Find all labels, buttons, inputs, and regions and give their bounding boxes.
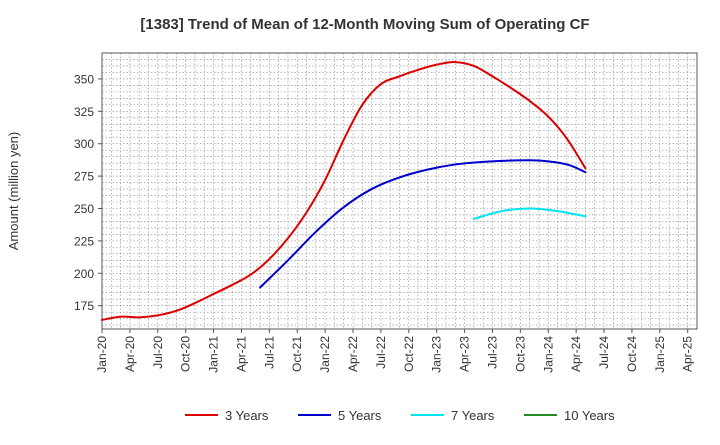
x-tick-label: Apr-24 [569, 336, 583, 372]
x-tick-label: Jan-24 [541, 336, 555, 373]
x-tick-label: Jul-20 [151, 336, 165, 369]
x-tick-label: Oct-23 [513, 336, 527, 372]
x-tick-label: Apr-23 [458, 336, 472, 372]
y-tick-label: 350 [74, 72, 94, 86]
x-tick-label: Apr-22 [346, 336, 360, 372]
x-tick-label: Apr-25 [681, 336, 695, 372]
y-tick-label: 200 [74, 267, 94, 281]
x-tick-label: Jul-24 [597, 336, 611, 369]
x-tick-label: Oct-21 [290, 336, 304, 372]
x-tick-label: Jan-25 [653, 336, 667, 373]
x-tick-label: Jan-23 [430, 336, 444, 373]
y-tick-label: 300 [74, 137, 94, 151]
x-tick-label: Jan-21 [207, 336, 221, 373]
x-tick-label: Jul-23 [485, 336, 499, 369]
x-axis-ticks: Jan-20 Apr-20 Jul-20 Oct-20 Jan-21 Apr-21 Jul-… [95, 329, 695, 373]
x-tick-label: Oct-22 [402, 336, 416, 372]
series-line-5-years [259, 159, 587, 289]
y-tick-label: 225 [74, 234, 94, 248]
series-line-3-years [101, 61, 587, 321]
y-axis-ticks: 175 200 225 250 275 300 325 350 [74, 72, 102, 313]
y-tick-label: 250 [74, 202, 94, 216]
x-tick-label: Apr-20 [123, 336, 137, 372]
legend: 3 Years 5 Years 7 Years 10 Years [185, 408, 615, 423]
legend-label-7-years: 7 Years [451, 408, 495, 423]
y-tick-label: 325 [74, 105, 94, 119]
x-tick-label: Jul-22 [374, 336, 388, 369]
x-tick-label: Apr-21 [234, 336, 248, 372]
x-tick-label: Oct-24 [625, 336, 639, 372]
y-tick-label: 175 [74, 299, 94, 313]
x-tick-label: Jan-20 [95, 336, 109, 373]
x-tick-label: Jan-22 [318, 336, 332, 373]
legend-label-3-years: 3 Years [225, 408, 269, 423]
x-tick-label: Jul-21 [262, 336, 276, 369]
y-axis-label: Amount (million yen) [6, 132, 21, 251]
series-line-7-years [472, 207, 587, 220]
chart-title: [1383] Trend of Mean of 12-Month Moving … [140, 16, 589, 33]
plot-frame [101, 52, 698, 330]
legend-label-5-years: 5 Years [338, 408, 382, 423]
x-tick-label: Oct-20 [179, 336, 193, 372]
legend-label-10-years: 10 Years [564, 408, 615, 423]
y-tick-label: 275 [74, 170, 94, 184]
grid [102, 53, 697, 329]
series-lines [101, 61, 587, 321]
